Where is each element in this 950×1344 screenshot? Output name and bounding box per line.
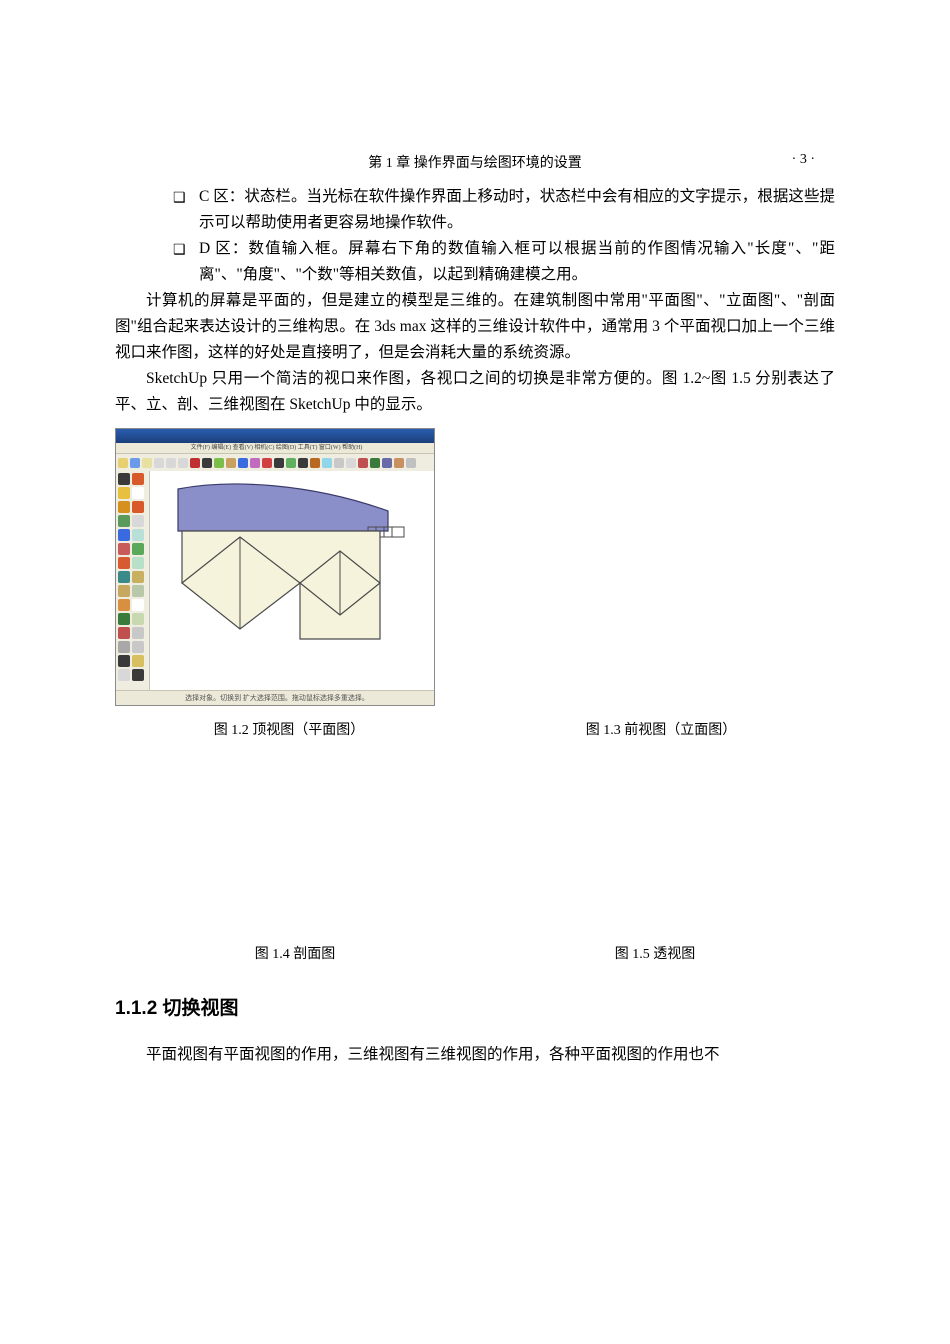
roof-curve [178, 484, 388, 531]
page: 第 1 章 操作界面与绘图环境的设置 · 3 · ❑ C 区：状态栏。当光标在软… [0, 0, 950, 1344]
toolbar-icon [226, 458, 236, 468]
toolbar-icon [322, 458, 332, 468]
toolbar-icon [238, 458, 248, 468]
tool-icon [118, 669, 130, 681]
toolbar-icon [406, 458, 416, 468]
tool-icon [132, 515, 144, 527]
figure-1-3: 图 1.3 前视图（立面图） [487, 428, 835, 744]
tool-icon [132, 627, 144, 639]
top-view-drawing [150, 471, 434, 691]
toolbar-icon [370, 458, 380, 468]
tool-icon [132, 585, 144, 597]
paragraph: 计算机的屏幕是平面的，但是建立的模型是三维的。在建筑制图中常用"平面图"、"立面… [115, 288, 835, 366]
bullet-item-d: ❑ D 区：数值输入框。屏幕右下角的数值输入框可以根据当前的作图情况输入"长度"… [173, 236, 835, 288]
tool-icon [132, 543, 144, 555]
tool-icon [118, 487, 130, 499]
tool-icon [118, 641, 130, 653]
tool-icon [132, 501, 144, 513]
square-bullet-icon: ❑ [173, 236, 199, 288]
tool-icon [118, 571, 130, 583]
tool-icon [118, 543, 130, 555]
tool-icon [132, 655, 144, 667]
body-content: ❑ C 区：状态栏。当光标在软件操作界面上移动时，状态栏中会有相应的文字提示，根… [115, 184, 835, 1068]
toolbar-icon [310, 458, 320, 468]
sketchup-screenshot: 文件(F) 编辑(E) 查看(V) 相机(C) 绘图(D) 工具(T) 窗口(W… [115, 428, 435, 706]
bullet-text: D 区：数值输入框。屏幕右下角的数值输入框可以根据当前的作图情况输入"长度"、"… [199, 236, 835, 288]
figures-row-2-captions: 图 1.4 剖面图 图 1.5 透视图 [115, 942, 835, 968]
figure-caption: 图 1.2 顶视图（平面图） [115, 718, 463, 744]
tool-icon [118, 529, 130, 541]
viewport-canvas [150, 471, 434, 691]
tool-icon [118, 627, 130, 639]
paragraph: SketchUp 只用一个简洁的视口来作图，各视口之间的切换是非常方便的。图 1… [115, 366, 835, 418]
tool-icon [118, 599, 130, 611]
toolbar-icon [202, 458, 212, 468]
toolbar-icon [346, 458, 356, 468]
window-statusbar: 选择对象。切换到 扩大选择范围。拖动鼠标选择多重选择。 [116, 690, 434, 705]
figures-row-1: 文件(F) 编辑(E) 查看(V) 相机(C) 绘图(D) 工具(T) 窗口(W… [115, 428, 835, 744]
tool-icon [132, 599, 144, 611]
toolbar-icon [154, 458, 164, 468]
tool-icon [118, 557, 130, 569]
tool-icon [132, 487, 144, 499]
window-menubar: 文件(F) 编辑(E) 查看(V) 相机(C) 绘图(D) 工具(T) 窗口(W… [116, 443, 434, 454]
tool-icon [132, 641, 144, 653]
toolbar-icon [118, 458, 128, 468]
toolbar-icon [214, 458, 224, 468]
toolbar-icon [178, 458, 188, 468]
tool-icon [118, 515, 130, 527]
figure-caption: 图 1.3 前视图（立面图） [487, 718, 835, 744]
square-bullet-icon: ❑ [173, 184, 199, 236]
tool-icon [132, 557, 144, 569]
tool-icon [118, 473, 130, 485]
toolbar-icon [130, 458, 140, 468]
toolbar-icon [358, 458, 368, 468]
toolbar-icon [334, 458, 344, 468]
toolbar-icon [250, 458, 260, 468]
window-left-toolbar [116, 471, 150, 691]
chapter-label: 第 1 章 操作界面与绘图环境的设置 [368, 152, 582, 172]
toolbar-icon [382, 458, 392, 468]
tool-icon [118, 613, 130, 625]
tool-icon [132, 571, 144, 583]
toolbar-icon [274, 458, 284, 468]
figure-1-2: 文件(F) 编辑(E) 查看(V) 相机(C) 绘图(D) 工具(T) 窗口(W… [115, 428, 463, 744]
window-titlebar [116, 429, 434, 443]
toolbar-icon [262, 458, 272, 468]
tool-icon [132, 529, 144, 541]
tool-icon [132, 669, 144, 681]
toolbar-icon [142, 458, 152, 468]
tool-icon [118, 501, 130, 513]
bullet-text: C 区：状态栏。当光标在软件操作界面上移动时，状态栏中会有相应的文字提示，根据这… [199, 184, 835, 236]
toolbar-icon [190, 458, 200, 468]
bullet-item-c: ❑ C 区：状态栏。当光标在软件操作界面上移动时，状态栏中会有相应的文字提示，根… [173, 184, 835, 236]
toolbar-icon [394, 458, 404, 468]
figure-caption: 图 1.5 透视图 [475, 942, 835, 968]
bullet-list: ❑ C 区：状态栏。当光标在软件操作界面上移动时，状态栏中会有相应的文字提示，根… [173, 184, 835, 288]
toolbar-icon [286, 458, 296, 468]
tool-icon [132, 613, 144, 625]
toolbar-icon [166, 458, 176, 468]
figure-caption: 图 1.4 剖面图 [115, 942, 475, 968]
section-heading-1-1-2: 1.1.2 切换视图 [115, 996, 835, 1022]
tool-icon [118, 655, 130, 667]
tool-icon [118, 585, 130, 597]
toolbar-icon [298, 458, 308, 468]
tool-icon [132, 473, 144, 485]
page-number: · 3 · [792, 152, 815, 168]
section-paragraph: 平面视图有平面视图的作用，三维视图有三维视图的作用，各种平面视图的作用也不 [115, 1042, 835, 1068]
